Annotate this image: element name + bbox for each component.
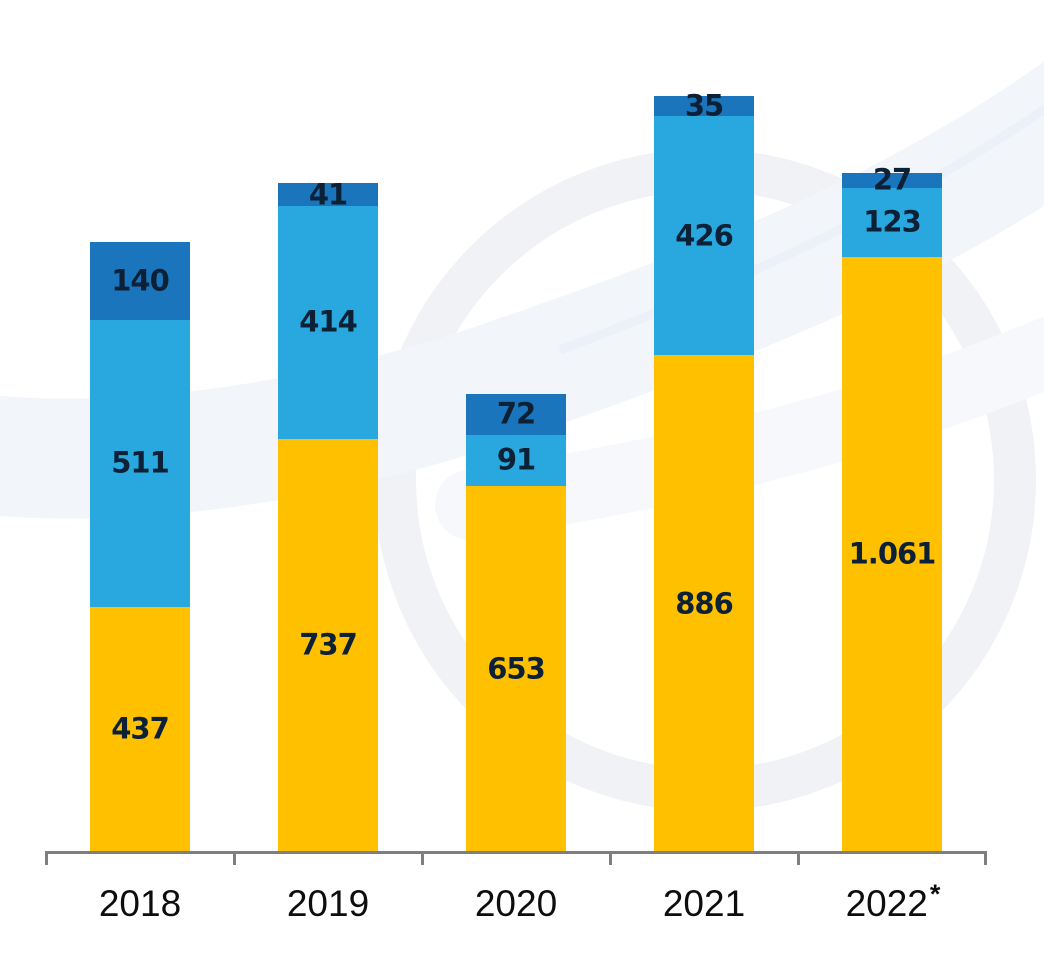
x-axis-label-text: 2018 [98, 883, 182, 924]
segment-value-label: 737 [299, 627, 358, 662]
background-band-edge [558, 104, 1044, 355]
bar-2019-bottom-segment: 737 [278, 438, 378, 852]
x-axis-label-text: 2021 [662, 883, 746, 924]
segment-value-label: 1.061 [848, 536, 937, 571]
bar-2021-middle-segment: 426 [654, 116, 754, 355]
footnote-asterisk: * [929, 879, 941, 909]
segment-value-label: 414 [299, 304, 358, 339]
bar-2021-top-segment: 35 [654, 91, 754, 120]
x-axis-label-2018: 2018 [46, 882, 234, 926]
bar-2020-bottom-segment: 653 [466, 485, 566, 852]
x-axis-label-text: 2020 [474, 883, 558, 924]
bar-2022-middle-segment: 123 [842, 187, 942, 257]
bar-2021-bottom-segment: 886 [654, 355, 754, 852]
segment-value-label: 140 [111, 263, 170, 298]
stacked-bar-2019: 737 414 41 [278, 177, 378, 852]
bar-2019-middle-segment: 414 [278, 206, 378, 439]
segment-value-label: 72 [496, 396, 536, 431]
x-axis-label-2020: 2020 [422, 882, 610, 926]
x-axis-label-2021: 2021 [610, 882, 798, 926]
stacked-bar-2021: 886 426 35 [654, 91, 754, 852]
x-axis-tick [233, 851, 236, 865]
segment-value-label: 437 [111, 711, 170, 746]
segment-value-label: 123 [863, 204, 922, 239]
bar-2019-top-segment: 41 [278, 177, 378, 212]
stacked-bar-2022: 1.061 123 27 [842, 165, 942, 852]
stacked-bar-2020: 653 91 72 [466, 394, 566, 852]
segment-value-label: 91 [496, 442, 536, 477]
x-axis-line [45, 851, 987, 854]
segment-value-label: 886 [675, 586, 734, 620]
stacked-bar-2018: 437 511 140 [90, 241, 190, 852]
x-axis-label-text: 2019 [286, 883, 370, 924]
segment-value-label: 653 [487, 651, 546, 686]
x-axis-tick [609, 851, 612, 865]
bar-2022-top-segment: 27 [842, 165, 942, 194]
bar-2020-middle-segment: 91 [466, 434, 566, 486]
x-axis-tick [421, 851, 424, 865]
x-axis-tick [797, 851, 800, 865]
bar-2022-bottom-segment: 1.061 [842, 256, 942, 852]
segment-value-label: 27 [872, 162, 912, 197]
bar-2018-middle-segment: 511 [90, 320, 190, 607]
x-axis-label-2022: 2022* [798, 879, 986, 926]
x-axis-label-2019: 2019 [234, 882, 422, 926]
segment-value-label: 35 [684, 88, 724, 123]
bar-2018-top-segment: 140 [90, 241, 190, 321]
x-axis-label-text: 2022 [845, 883, 928, 924]
x-axis-tick [984, 851, 987, 865]
segment-value-label: 41 [308, 177, 348, 212]
segment-value-label: 511 [111, 445, 170, 480]
bar-2020-top-segment: 72 [466, 394, 566, 435]
x-axis-tick [45, 851, 48, 865]
segment-value-label: 426 [675, 218, 734, 252]
bar-2018-bottom-segment: 437 [90, 606, 190, 852]
